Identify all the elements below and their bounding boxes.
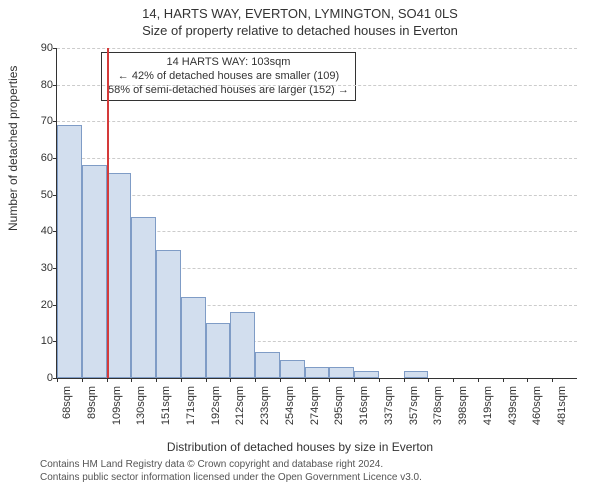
y-tick-label: 40 [29, 225, 53, 237]
x-tick-label: 295sqm [333, 386, 345, 430]
gridline [57, 121, 577, 122]
histogram-bar [404, 371, 429, 378]
y-tick [53, 48, 57, 49]
x-tick [552, 378, 553, 382]
x-tick [156, 378, 157, 382]
x-tick [453, 378, 454, 382]
gridline [57, 48, 577, 49]
x-tick [82, 378, 83, 382]
x-axis-label: Distribution of detached houses by size … [0, 440, 600, 454]
histogram-bar [181, 297, 206, 378]
histogram-bar [82, 165, 107, 378]
histogram-bar [156, 250, 181, 378]
x-tick [478, 378, 479, 382]
x-tick-label: 481sqm [556, 386, 568, 430]
x-tick [379, 378, 380, 382]
histogram-bar [57, 125, 82, 378]
x-tick [527, 378, 528, 382]
histogram-bar [131, 217, 156, 378]
histogram-bar [206, 323, 231, 378]
x-tick [181, 378, 182, 382]
gridline [57, 195, 577, 196]
y-tick-label: 10 [29, 335, 53, 347]
x-tick-label: 130sqm [135, 386, 147, 430]
x-tick-label: 357sqm [408, 386, 420, 430]
y-tick-label: 50 [29, 189, 53, 201]
x-tick [329, 378, 330, 382]
x-tick [404, 378, 405, 382]
x-tick-label: 254sqm [284, 386, 296, 430]
y-tick-label: 90 [29, 42, 53, 54]
y-tick-label: 70 [29, 115, 53, 127]
y-tick [53, 85, 57, 86]
histogram-bar [107, 173, 132, 378]
x-tick-label: 439sqm [507, 386, 519, 430]
x-tick-label: 337sqm [383, 386, 395, 430]
footnote: Contains HM Land Registry data © Crown c… [0, 454, 600, 484]
x-tick-label: 398sqm [457, 386, 469, 430]
x-tick-label: 192sqm [210, 386, 222, 430]
gridline [57, 85, 577, 86]
histogram-bar [329, 367, 354, 378]
x-tick [280, 378, 281, 382]
x-tick-label: 89sqm [86, 386, 98, 430]
x-tick-label: 68sqm [61, 386, 73, 430]
x-tick [230, 378, 231, 382]
x-tick-label: 460sqm [531, 386, 543, 430]
y-tick-label: 20 [29, 299, 53, 311]
y-axis-label: Number of detached properties [6, 66, 20, 231]
annotation-line: ← 42% of detached houses are smaller (10… [108, 70, 349, 84]
x-tick [206, 378, 207, 382]
annotation-line: 14 HARTS WAY: 103sqm [108, 56, 349, 70]
x-tick-label: 378sqm [432, 386, 444, 430]
y-tick-label: 80 [29, 79, 53, 91]
x-tick-label: 151sqm [160, 386, 172, 430]
histogram-bar [305, 367, 330, 378]
x-tick-label: 233sqm [259, 386, 271, 430]
x-tick-label: 316sqm [358, 386, 370, 430]
highlight-line [107, 48, 109, 378]
histogram-bar [255, 352, 280, 378]
chart-title-main: 14, HARTS WAY, EVERTON, LYMINGTON, SO41 … [0, 6, 600, 21]
histogram-bar [280, 360, 305, 378]
footnote-line-2: Contains public sector information licen… [40, 471, 588, 484]
x-tick-label: 109sqm [111, 386, 123, 430]
x-tick [428, 378, 429, 382]
chart-area: Number of detached properties 14 HARTS W… [0, 38, 600, 438]
y-tick-label: 60 [29, 152, 53, 164]
histogram-bar [354, 371, 379, 378]
x-tick [354, 378, 355, 382]
x-tick [255, 378, 256, 382]
y-tick-label: 0 [29, 372, 53, 384]
x-tick [57, 378, 58, 382]
chart-title-sub: Size of property relative to detached ho… [0, 23, 600, 38]
x-tick [107, 378, 108, 382]
x-tick [503, 378, 504, 382]
histogram-bar [230, 312, 255, 378]
x-tick-label: 274sqm [309, 386, 321, 430]
gridline [57, 158, 577, 159]
x-tick [305, 378, 306, 382]
x-tick [131, 378, 132, 382]
footnote-line-1: Contains HM Land Registry data © Crown c… [40, 458, 588, 471]
x-tick-label: 419sqm [482, 386, 494, 430]
y-tick [53, 121, 57, 122]
y-tick-label: 30 [29, 262, 53, 274]
x-tick-label: 171sqm [185, 386, 197, 430]
plot-region: 14 HARTS WAY: 103sqm← 42% of detached ho… [56, 48, 577, 379]
annotation-box: 14 HARTS WAY: 103sqm← 42% of detached ho… [101, 52, 356, 101]
x-tick-label: 212sqm [234, 386, 246, 430]
